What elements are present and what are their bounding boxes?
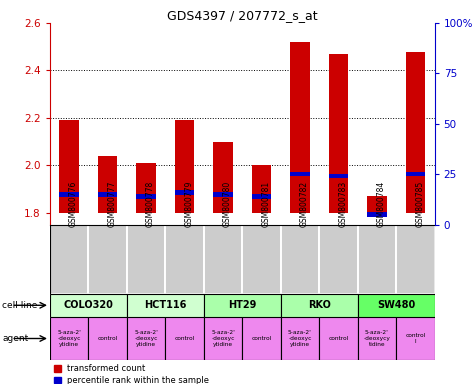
Bar: [204, 317, 242, 360]
Text: GSM800776: GSM800776: [69, 180, 78, 227]
Bar: [367, 212, 387, 217]
Text: GSM800781: GSM800781: [261, 180, 270, 227]
Bar: [406, 172, 425, 177]
Bar: [290, 42, 310, 213]
Text: COLO320: COLO320: [63, 300, 113, 310]
Bar: [175, 190, 194, 195]
Bar: [204, 225, 242, 294]
Bar: [59, 192, 79, 197]
Text: control: control: [328, 336, 349, 341]
Bar: [319, 225, 358, 294]
Bar: [213, 142, 233, 213]
Text: cell line: cell line: [2, 301, 38, 310]
Bar: [281, 317, 319, 360]
Bar: [88, 317, 127, 360]
Text: 5-aza-2'
-deoxycy
tidine: 5-aza-2' -deoxycy tidine: [363, 330, 390, 347]
Text: GSM800785: GSM800785: [415, 180, 424, 227]
Text: HT29: HT29: [228, 300, 256, 310]
Bar: [396, 317, 435, 360]
Bar: [127, 294, 204, 317]
Bar: [281, 225, 319, 294]
Text: agent: agent: [2, 334, 28, 343]
Title: GDS4397 / 207772_s_at: GDS4397 / 207772_s_at: [167, 9, 318, 22]
Bar: [319, 317, 358, 360]
Text: 5-aza-2'
-deoxyc
ytidine: 5-aza-2' -deoxyc ytidine: [57, 330, 81, 347]
Text: GSM800783: GSM800783: [338, 180, 347, 227]
Text: 5-aza-2'
-deoxyc
ytidine: 5-aza-2' -deoxyc ytidine: [288, 330, 312, 347]
Bar: [252, 166, 271, 213]
Text: HCT116: HCT116: [144, 300, 187, 310]
Bar: [165, 225, 204, 294]
Bar: [165, 317, 204, 360]
Bar: [98, 192, 117, 197]
Text: control: control: [97, 336, 118, 341]
Bar: [358, 294, 435, 317]
Text: GSM800778: GSM800778: [146, 180, 155, 227]
Bar: [136, 163, 156, 213]
Bar: [50, 225, 88, 294]
Bar: [329, 174, 348, 179]
Text: GSM800779: GSM800779: [184, 180, 193, 227]
Bar: [290, 172, 310, 177]
Bar: [175, 120, 194, 213]
Bar: [281, 294, 358, 317]
Bar: [367, 196, 387, 213]
Bar: [127, 225, 165, 294]
Bar: [59, 120, 79, 213]
Bar: [396, 225, 435, 294]
Text: control: control: [174, 336, 195, 341]
Bar: [252, 194, 271, 199]
Text: control: control: [251, 336, 272, 341]
Bar: [204, 294, 281, 317]
Text: control
l: control l: [405, 333, 426, 344]
Legend: transformed count, percentile rank within the sample: transformed count, percentile rank withi…: [54, 364, 209, 384]
Text: 5-aza-2'
-deoxyc
ytidine: 5-aza-2' -deoxyc ytidine: [134, 330, 158, 347]
Text: GSM800777: GSM800777: [107, 180, 116, 227]
Text: RKO: RKO: [308, 300, 331, 310]
Bar: [127, 317, 165, 360]
Bar: [88, 225, 127, 294]
Bar: [50, 294, 127, 317]
Bar: [406, 51, 425, 213]
Bar: [98, 156, 117, 213]
Text: SW480: SW480: [377, 300, 415, 310]
Bar: [50, 317, 88, 360]
Bar: [358, 317, 396, 360]
Bar: [136, 194, 156, 199]
Bar: [242, 225, 281, 294]
Text: GSM800784: GSM800784: [377, 180, 386, 227]
Bar: [358, 225, 396, 294]
Text: 5-aza-2'
-deoxyc
ytidine: 5-aza-2' -deoxyc ytidine: [211, 330, 235, 347]
Text: GSM800782: GSM800782: [300, 180, 309, 227]
Bar: [242, 317, 281, 360]
Bar: [329, 54, 348, 213]
Text: GSM800780: GSM800780: [223, 180, 232, 227]
Bar: [213, 192, 233, 197]
